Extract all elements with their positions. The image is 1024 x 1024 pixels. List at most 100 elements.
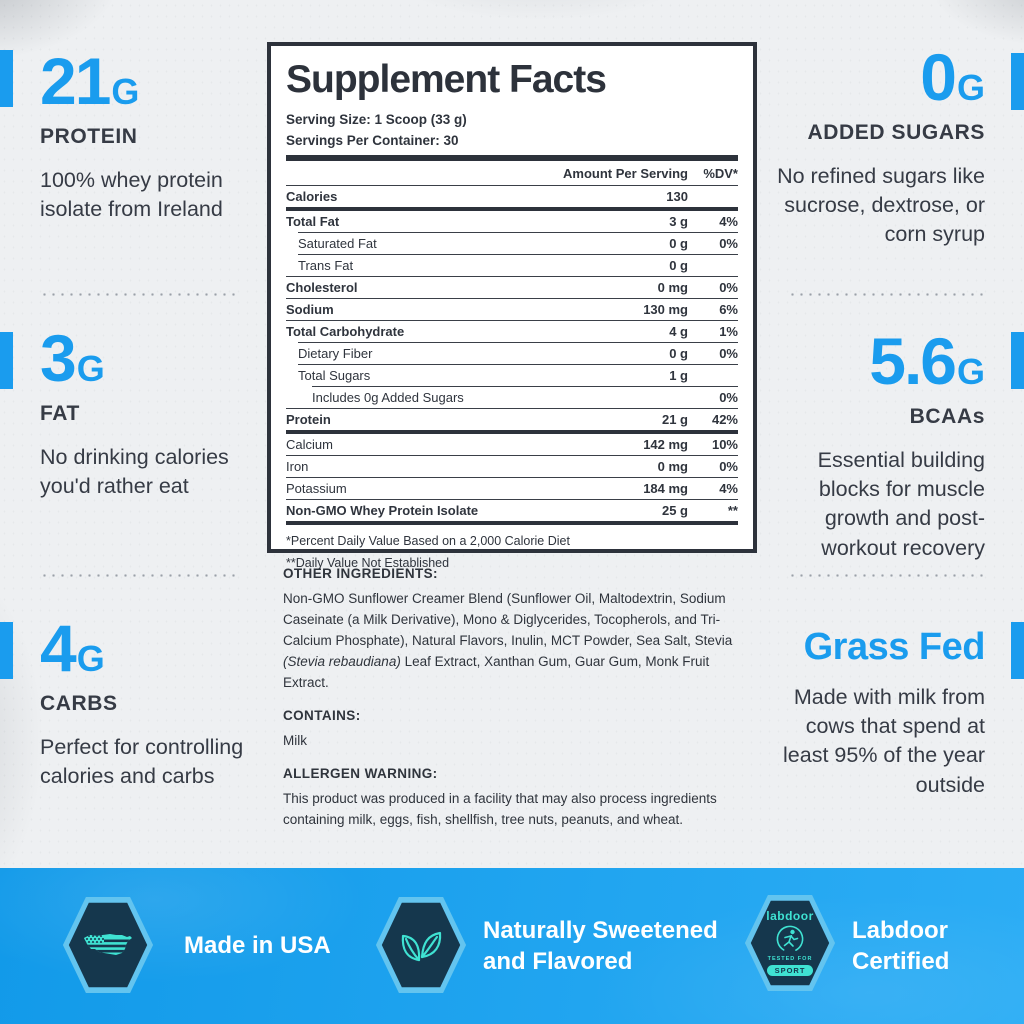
nutrient-name: Protein	[286, 412, 331, 427]
nutrition-row: Total Carbohydrate 4 g 1%	[286, 320, 738, 342]
divider-thick	[286, 207, 738, 211]
stat-fat: 3G FAT No drinking calories you'd rather…	[40, 325, 252, 501]
stat-grass-fed: Grass Fed Made with milk from cows that …	[773, 628, 985, 800]
other-ingredients-text: Non-GMO Sunflower Creamer Blend (Sunflow…	[283, 591, 733, 690]
col-dv: %DV*	[703, 166, 738, 181]
made-in-usa-label: Made in USA	[184, 932, 331, 959]
stat-bcaas: 5.6G BCAAs Essential building blocks for…	[773, 328, 985, 563]
nutrient-dv: 0%	[719, 280, 738, 295]
footnote-dv: *Percent Daily Value Based on a 2,000 Ca…	[286, 534, 570, 548]
allergen-warning-text: This product was produced in a facility …	[283, 791, 717, 827]
bcaas-desc: Essential building blocks for muscle gro…	[817, 448, 985, 560]
naturally-sweetened-label: Naturally Sweetened and Flavored	[483, 917, 718, 976]
nutrient-name: Total Sugars	[298, 368, 371, 383]
leaves-icon	[401, 931, 442, 962]
nutrient-dv: 0%	[719, 346, 738, 361]
dotted-separator	[788, 293, 986, 296]
panel-title: Supplement Facts	[286, 58, 607, 101]
other-ingredients-heading: OTHER INGREDIENTS:	[283, 566, 438, 581]
fat-grams: 3G	[40, 321, 105, 395]
nutrient-amount: 130	[666, 189, 688, 204]
nutrient-dv: 4%	[719, 214, 738, 229]
nutrient-amount: 0 g	[669, 236, 688, 251]
nutrient-name: Saturated Fat	[298, 236, 377, 251]
added-sugars-desc: No refined sugars like sucrose, dextrose…	[777, 164, 985, 247]
carbs-desc: Perfect for controlling calories and car…	[40, 735, 244, 789]
dotted-separator	[788, 574, 986, 577]
serving-size: Serving Size: 1 Scoop (33 g)	[286, 112, 467, 127]
labdoor-sport-pill: SPORT	[766, 964, 814, 977]
carbs-grams: 4G	[40, 611, 105, 685]
accent-bar-left-fat	[0, 332, 13, 389]
nutrition-row: Non-GMO Whey Protein Isolate 25 g **	[286, 499, 738, 521]
accent-bar-right-bcaas	[1011, 332, 1024, 389]
nutrient-amount: 130 mg	[643, 302, 688, 317]
nutrient-amount: 3 g	[669, 214, 688, 229]
stat-carbs: 4G CARBS Perfect for controlling calorie…	[40, 615, 252, 791]
nutrient-dv: 42%	[711, 412, 738, 427]
runner-icon	[776, 925, 804, 953]
labdoor-certified-label: Labdoor Certified	[852, 917, 950, 976]
nutrient-name: Potassium	[286, 481, 347, 496]
carbs-label: CARBS	[40, 692, 118, 715]
nutrient-amount: 0 g	[669, 346, 688, 361]
accent-bar-left-protein	[0, 50, 13, 107]
nutrition-row: Sodium 130 mg 6%	[286, 298, 738, 320]
nutrient-amount: 142 mg	[643, 437, 688, 452]
nutrition-row: Cholesterol 0 mg 0%	[286, 276, 738, 298]
nutrient-amount: 0 g	[669, 258, 688, 273]
nutrition-row: Dietary Fiber 0 g 0%	[286, 342, 738, 364]
supplement-facts-panel: Supplement Facts Serving Size: 1 Scoop (…	[267, 42, 757, 570]
nutrition-row: Trans Fat 0 g	[286, 254, 738, 276]
fat-desc: No drinking calories you'd rather eat	[40, 445, 229, 499]
allergen-warning-heading: ALLERGEN WARNING:	[283, 766, 438, 781]
nutrient-amount: 184 mg	[643, 481, 688, 496]
nutrient-name: Trans Fat	[298, 258, 354, 273]
nutrient-amount: 0 mg	[657, 459, 688, 474]
col-amount-per-serving: Amount Per Serving	[563, 166, 688, 181]
contains-text: Milk	[283, 733, 307, 748]
dotted-separator	[40, 293, 238, 296]
nutrient-name: Total Fat	[286, 214, 340, 229]
accent-bar-left-carbs	[0, 622, 13, 679]
protein-desc: 100% whey protein isolate from Ireland	[40, 168, 223, 222]
protein-label: PROTEIN	[40, 125, 138, 148]
nutrient-amount: 1 g	[669, 368, 688, 383]
nutrient-name: Includes 0g Added Sugars	[312, 390, 464, 405]
nutrient-name: Calories	[286, 189, 338, 204]
labdoor-tested-for: TESTED FOR	[767, 955, 813, 962]
nutrient-name: Sodium	[286, 302, 334, 317]
nutrient-dv: 0%	[719, 236, 738, 251]
ingredients-block: OTHER INGREDIENTS: Non-GMO Sunflower Cre…	[283, 566, 745, 845]
nutrition-row: Calories 130	[286, 186, 738, 207]
grass-fed-desc: Made with milk from cows that spend at l…	[783, 685, 985, 797]
stat-added-sugars: 0G ADDED SUGARS No refined sugars like s…	[773, 44, 985, 250]
footer-banner: Made in USA Naturally Sweetened and Flav…	[0, 868, 1024, 1024]
added-sugars-label: ADDED SUGARS	[807, 121, 985, 144]
nutrient-dv: **	[727, 503, 738, 518]
divider-thick	[286, 430, 738, 434]
nutrient-amount: 25 g	[661, 503, 688, 518]
nutrition-row: Potassium 184 mg 4%	[286, 477, 738, 499]
accent-bar-right-grassfed	[1011, 622, 1024, 679]
nutrient-dv: 6%	[719, 302, 738, 317]
nutrient-dv: 4%	[719, 481, 738, 496]
contains-heading: CONTAINS:	[283, 708, 361, 723]
nutrition-row: Total Sugars 1 g	[286, 364, 738, 386]
nutrition-row: Calcium 142 mg 10%	[286, 434, 738, 455]
nutrient-amount: 0 mg	[657, 280, 688, 295]
fat-label: FAT	[40, 402, 80, 425]
divider-thick	[286, 521, 738, 525]
naturally-sweetened-badge	[375, 897, 467, 993]
nutrient-dv: 0%	[719, 459, 738, 474]
bcaas-grams: 5.6G	[869, 324, 985, 398]
nutrient-name: Iron	[286, 459, 309, 474]
grass-fed-heading: Grass Fed	[803, 626, 986, 668]
nutrient-amount: 21 g	[661, 412, 688, 427]
nutrition-row: Protein 21 g 42%	[286, 408, 738, 430]
bcaas-label: BCAAs	[909, 405, 985, 428]
nutrient-dv: 10%	[711, 437, 738, 452]
nutrient-name: Cholesterol	[286, 280, 358, 295]
divider-thick	[286, 155, 738, 161]
